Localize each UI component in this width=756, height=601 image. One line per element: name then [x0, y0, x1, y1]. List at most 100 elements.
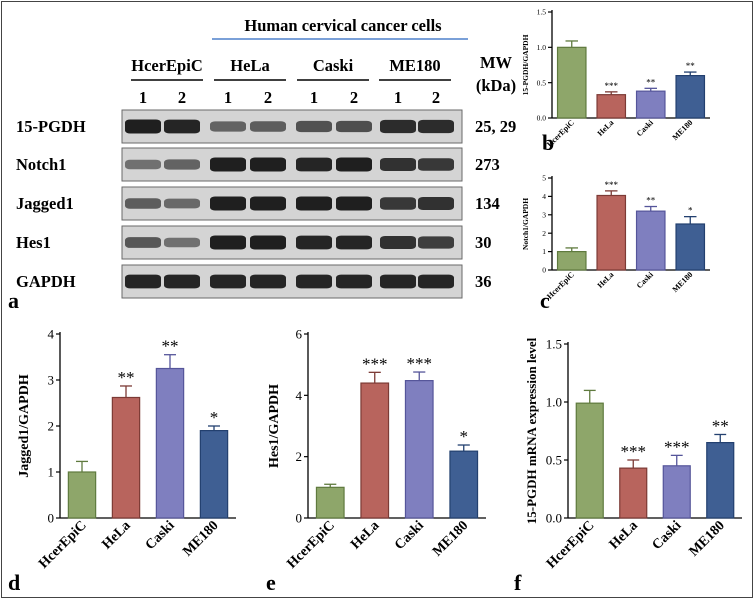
category-label: HeLa: [348, 518, 382, 552]
significance-mark: **: [118, 368, 135, 387]
y-tick-label: 0.5: [546, 453, 562, 468]
blot-band: [250, 235, 286, 250]
bar: [675, 74, 706, 119]
mw-unit: (kDa): [476, 76, 516, 95]
category-label: Caski: [635, 118, 656, 139]
replicate-label: 1: [139, 88, 147, 107]
y-tick-label: 4: [542, 192, 546, 201]
y-tick-label: 1.5: [546, 337, 562, 352]
significance-mark: *: [210, 408, 219, 427]
y-tick-label: 2: [296, 449, 303, 464]
category-label: Caski: [143, 518, 178, 553]
category-label: HcerEpiC: [544, 518, 597, 571]
replicate-label: 2: [432, 88, 440, 107]
blot-band: [296, 157, 332, 172]
blot-band: [164, 274, 200, 289]
mw-header: MW: [480, 53, 513, 72]
blot-band: [250, 121, 286, 132]
blot-band: [125, 159, 161, 170]
protein-label: Notch1: [16, 155, 66, 174]
mw-value: 25, 29: [475, 117, 516, 136]
bar: [315, 486, 345, 519]
blot-band: [336, 235, 372, 250]
chart-e-hes1: 0 2 4 6 Hes1/GAPDH HcerEpiC *** HeLa *** Caski * ME…: [266, 327, 486, 595]
chart-d-jagged1: 0 1 2 3 4 Jagged1/GAPDH HcerEpiC ** HeLa ** Caski *…: [8, 327, 236, 595]
category-label: Caski: [650, 518, 685, 553]
blot-band: [336, 120, 372, 133]
replicate-label: 1: [224, 88, 232, 107]
panel-label: b: [542, 130, 554, 155]
significance-mark: ***: [605, 180, 619, 190]
y-tick-label: 0: [296, 511, 303, 526]
y-tick-label: 2: [48, 419, 55, 434]
blot-band: [336, 274, 372, 289]
blot-band: [250, 274, 286, 289]
y-tick-label: 1.5: [537, 8, 547, 17]
bar: [111, 396, 141, 519]
panel-label-a: a: [8, 288, 19, 313]
cell-line-label: ME180: [389, 56, 440, 75]
protein-label: 15-PGDH: [16, 117, 86, 136]
cell-line-label: HeLa: [230, 56, 269, 75]
protein-label: Hes1: [16, 233, 51, 252]
replicate-label: 1: [394, 88, 402, 107]
blot-band: [336, 157, 372, 172]
blot-band: [418, 274, 454, 289]
mw-value: 30: [475, 233, 492, 252]
y-tick-label: 0.0: [546, 511, 562, 526]
western-blot-panel: Human cervical cancer cells MW (kDa) Hce…: [16, 16, 516, 299]
significance-mark: ***: [621, 442, 647, 461]
bar: [360, 382, 390, 519]
y-axis-label: 15-PGDH/GAPDH: [521, 34, 530, 95]
y-tick-label: 4: [48, 327, 55, 342]
bar: [575, 402, 604, 519]
y-tick-label: 6: [296, 327, 303, 342]
y-tick-label: 0: [542, 266, 546, 275]
blot-band: [210, 157, 246, 172]
bar: [596, 94, 627, 119]
group-header: Human cervical cancer cells: [244, 16, 442, 35]
y-tick-label: 1.0: [537, 43, 547, 52]
replicate-label: 2: [350, 88, 358, 107]
significance-mark: ***: [362, 354, 388, 373]
chart-c-notch1: 012345Notch1/GAPDHHcerEpiC***HeLa**Caski…: [521, 174, 710, 313]
category-label: HeLa: [607, 518, 641, 552]
bar: [596, 194, 627, 271]
category-label: HeLa: [99, 518, 133, 552]
blot-band: [296, 235, 332, 250]
y-axis-label: Notch1/GAPDH: [521, 198, 530, 250]
blot-band: [418, 197, 454, 210]
significance-mark: **: [162, 337, 179, 356]
protein-label: GAPDH: [16, 272, 76, 291]
bar: [556, 250, 587, 271]
chart-f-15pgdh-mrna: 0.0 0.5 1.0 1.5 15-PGDH mRNA expression leve…: [514, 337, 742, 595]
y-tick-label: 1: [542, 247, 546, 256]
y-tick-label: 3: [48, 373, 55, 388]
blot-band: [164, 237, 200, 248]
significance-mark: ***: [605, 81, 619, 91]
category-label: HcerEpiC: [36, 518, 89, 571]
category-label: ME180: [430, 518, 471, 559]
blot-band: [380, 236, 416, 249]
y-axis-label: Hes1/GAPDH: [267, 384, 282, 468]
bar: [619, 467, 648, 519]
category-label: HeLa: [596, 118, 616, 138]
blot-band: [125, 198, 161, 209]
blot-band: [380, 274, 416, 289]
replicate-label: 2: [178, 88, 186, 107]
bar: [155, 367, 185, 519]
bar: [67, 471, 97, 519]
replicate-label: 1: [310, 88, 318, 107]
bar: [404, 380, 434, 519]
cell-line-label: Caski: [313, 56, 354, 75]
blot-band: [125, 274, 161, 289]
blot-band: [210, 235, 246, 250]
category-label: Caski: [392, 518, 427, 553]
significance-mark: **: [646, 77, 656, 87]
blot-band: [164, 119, 200, 134]
protein-label: Jagged1: [16, 194, 74, 213]
bar: [662, 465, 691, 519]
significance-mark: **: [712, 416, 729, 435]
y-tick-label: 3: [542, 210, 546, 219]
category-label: ME180: [670, 118, 694, 142]
